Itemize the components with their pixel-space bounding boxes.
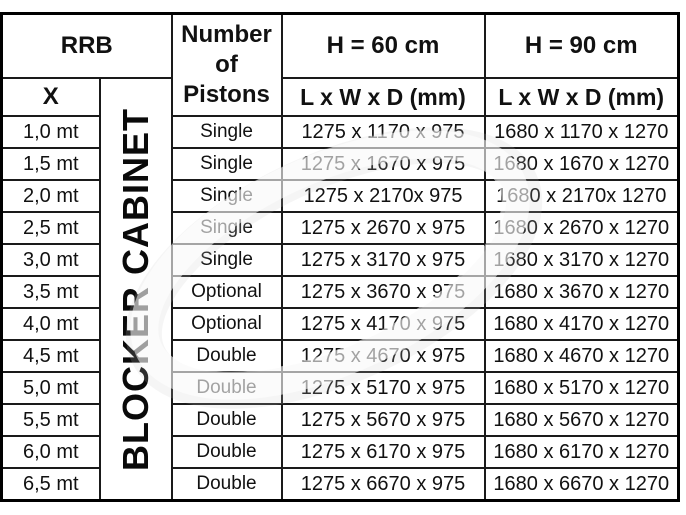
row-x-value: 4,5 mt: [0, 339, 101, 373]
row-dims-h60: 1275 x 3170 x 975: [280, 243, 486, 277]
row-pistons: Single: [170, 147, 283, 181]
table-row: 6,5 mt Double 1275 x 6670 x 975 1680 x 6…: [0, 467, 680, 502]
row-pistons: Double: [170, 371, 283, 405]
row-pistons: Single: [170, 243, 283, 277]
header-row-1: RRB Number of Pistons H = 60 cm H = 90 c…: [0, 12, 680, 117]
row-pistons: Double: [170, 467, 283, 502]
row-dims-h90: 1680 x 2170x 1270: [483, 179, 680, 213]
row-x-value: 1,5 mt: [0, 147, 101, 181]
header-h60: H = 60 cm: [280, 12, 486, 79]
row-dims-h60: 1275 x 2170x 975: [280, 179, 486, 213]
row-dims-h90: 1680 x 4170 x 1270: [483, 307, 680, 341]
header-number-of-pistons: Number of Pistons: [170, 12, 283, 117]
row-dims-h90: 1680 x 5170 x 1270: [483, 371, 680, 405]
row-dims-h90: 1680 x 4670 x 1270: [483, 339, 680, 373]
row-pistons: Double: [170, 435, 283, 469]
pistons-header-line1: Number: [181, 21, 272, 48]
row-dims-h60: 1275 x 5670 x 975: [280, 403, 486, 437]
row-pistons: Single: [170, 115, 283, 149]
row-x-value: 2,0 mt: [0, 179, 101, 213]
row-dims-h90: 1680 x 6670 x 1270: [483, 467, 680, 502]
row-dims-h60: 1275 x 1170 x 975: [280, 115, 486, 149]
row-x-value: 2,5 mt: [0, 211, 101, 245]
row-pistons: Double: [170, 403, 283, 437]
header-row-2: X BLOCKER CABINET L x W x D (mm) L x W x…: [0, 77, 680, 502]
row-x-value: 6,0 mt: [0, 435, 101, 469]
row-dims-h60: 1275 x 2670 x 975: [280, 211, 486, 245]
row-dims-h90: 1680 x 5670 x 1270: [483, 403, 680, 437]
pistons-header-line3: Pistons: [183, 81, 270, 108]
row-dims-h60: 1275 x 3670 x 975: [280, 275, 486, 309]
row-pistons: Optional: [170, 307, 283, 341]
row-dims-h60: 1275 x 4670 x 975: [280, 339, 486, 373]
row-pistons: Optional: [170, 275, 283, 309]
spec-table: RRB Number of Pistons H = 60 cm H = 90 c…: [0, 12, 680, 502]
row-dims-h60: 1275 x 5170 x 975: [280, 371, 486, 405]
row-dims-h90: 1680 x 2670 x 1270: [483, 211, 680, 245]
header-h90: H = 90 cm: [483, 12, 680, 79]
row-dims-h90: 1680 x 1170 x 1270: [483, 115, 680, 149]
row-x-value: 3,5 mt: [0, 275, 101, 309]
cabinet-cell: BLOCKER CABINET: [98, 77, 173, 502]
row-dims-h90: 1680 x 6170 x 1270: [483, 435, 680, 469]
row-x-value: 3,0 mt: [0, 243, 101, 277]
row-x-value: 6,5 mt: [0, 467, 101, 502]
row-dims-h90: 1680 x 3170 x 1270: [483, 243, 680, 277]
header-x: X: [0, 77, 101, 117]
row-dims-h60: 1275 x 4170 x 975: [280, 307, 486, 341]
row-pistons: Double: [170, 339, 283, 373]
row-dims-h90: 1680 x 3670 x 1270: [483, 275, 680, 309]
row-x-value: 1,0 mt: [0, 115, 101, 149]
pistons-header-line2: of: [215, 51, 238, 78]
row-dims-h60: 1275 x 6170 x 975: [280, 435, 486, 469]
row-dims-h60: 1275 x 6670 x 975: [280, 467, 486, 502]
row-pistons: Single: [170, 211, 283, 245]
header-dims-h60: L x W x D (mm): [280, 77, 486, 117]
table-row: 5,5 mt Double 1275 x 5670 x 975 1680 x 5…: [0, 403, 680, 437]
row-dims-h60: 1275 x 1670 x 975: [280, 147, 486, 181]
header-rrb: RRB: [0, 12, 173, 79]
row-x-value: 5,0 mt: [0, 371, 101, 405]
row-pistons: Single: [170, 179, 283, 213]
header-dims-h90: L x W x D (mm): [483, 77, 680, 117]
cabinet-label: BLOCKER CABINET: [114, 107, 156, 471]
row-dims-h90: 1680 x 1670 x 1270: [483, 147, 680, 181]
table-row: 6,0 mt Double 1275 x 6170 x 975 1680 x 6…: [0, 435, 680, 469]
row-x-value: 4,0 mt: [0, 307, 101, 341]
row-x-value: 5,5 mt: [0, 403, 101, 437]
